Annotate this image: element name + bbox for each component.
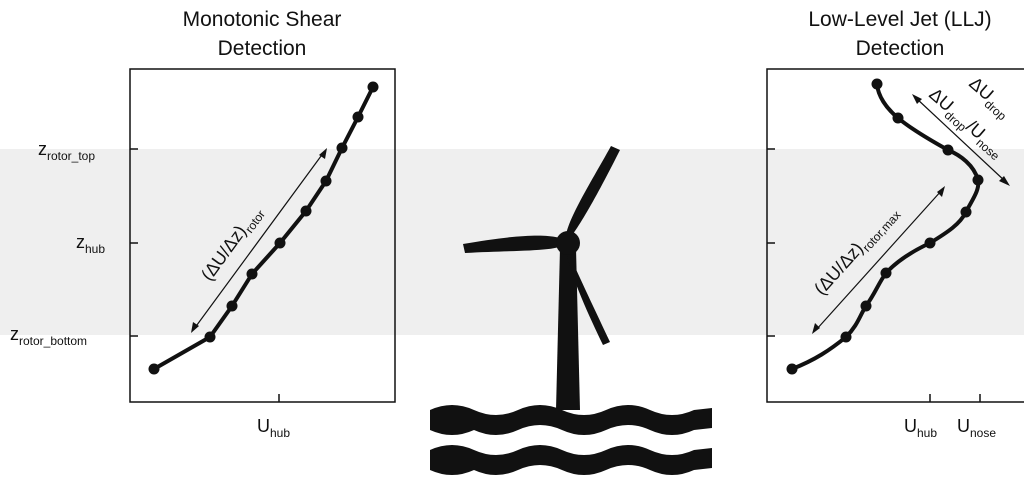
left-xlabel-uhub: Uhub <box>257 416 290 440</box>
right-xlabel-uhub: Uhub <box>904 416 937 440</box>
right-point <box>786 363 798 375</box>
right-profile-points <box>786 78 984 375</box>
left-ylabel-rotor-bottom: zrotor_bottom <box>10 324 87 348</box>
right-point <box>960 206 972 218</box>
left-point <box>226 300 238 312</box>
right-point <box>840 331 852 343</box>
left-point <box>204 331 216 343</box>
right-title-line2: Detection <box>856 37 945 60</box>
right-drop-arrow <box>912 94 1010 186</box>
left-ylabel-rotor-top: zrotor_top <box>38 139 95 163</box>
right-drop-abs-label: ΔUdrop <box>963 73 1016 124</box>
left-point <box>352 111 364 123</box>
left-point <box>148 363 160 375</box>
left-wind-profile <box>152 85 375 371</box>
left-shear-arrow <box>191 148 327 333</box>
left-profile-points <box>148 81 379 375</box>
wind-turbine-icon <box>463 146 620 410</box>
right-point <box>924 237 936 249</box>
ocean-waves-icon <box>430 405 712 475</box>
left-point <box>367 81 379 93</box>
left-point <box>246 268 258 280</box>
left-plot-frame <box>129 68 396 403</box>
right-plot-frame <box>766 68 1024 403</box>
left-title-line2: Detection <box>218 37 307 60</box>
right-point <box>880 267 892 279</box>
right-point <box>942 144 954 156</box>
left-point <box>274 237 286 249</box>
right-point <box>871 78 883 90</box>
right-xlabel-unose: Unose <box>957 416 996 440</box>
right-point <box>860 300 872 312</box>
left-point <box>300 205 312 217</box>
left-ylabel-hub: zhub <box>76 232 105 256</box>
right-point <box>892 112 904 124</box>
left-point <box>320 175 332 187</box>
left-title-line1: Monotonic Shear <box>183 8 342 31</box>
right-title-line1: Low-Level Jet (LLJ) <box>808 8 991 31</box>
right-shear-arrow <box>812 186 945 334</box>
left-point <box>336 142 348 154</box>
right-point <box>972 174 984 186</box>
right-wind-profile <box>790 82 981 371</box>
